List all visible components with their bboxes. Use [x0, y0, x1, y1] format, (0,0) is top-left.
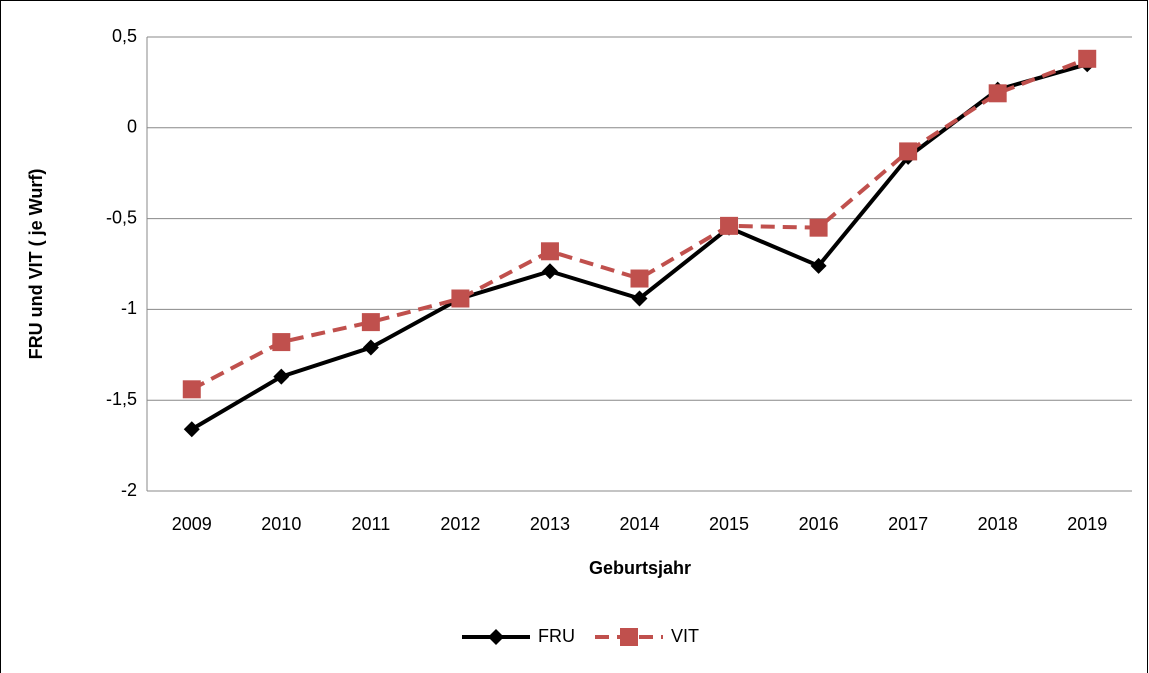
x-tick-label: 2011 — [352, 514, 391, 534]
x-tick-label: 2016 — [799, 514, 839, 534]
data-point — [720, 216, 739, 235]
legend-marker — [488, 629, 504, 645]
data-point — [541, 263, 558, 280]
x-tick-label: 2009 — [172, 514, 212, 534]
legend-label: VIT — [671, 626, 699, 646]
data-point — [272, 333, 291, 352]
x-tick-label: 2010 — [261, 514, 301, 534]
legend-label: FRU — [538, 626, 575, 646]
y-tick-label: -1,5 — [106, 389, 137, 409]
data-point — [1078, 49, 1097, 68]
x-tick-label: 2012 — [440, 514, 480, 534]
data-point — [988, 84, 1007, 103]
y-tick-label: -0,5 — [106, 207, 137, 227]
series-line — [190, 56, 1088, 392]
data-point — [810, 257, 827, 274]
data-point — [182, 380, 201, 399]
data-point — [361, 313, 380, 332]
y-tick-label: -1 — [121, 298, 137, 318]
x-tick-label: 2018 — [978, 514, 1018, 534]
data-point — [362, 339, 379, 356]
data-point — [183, 421, 200, 438]
data-point — [273, 368, 290, 385]
data-point — [630, 269, 649, 288]
x-axis-title: Geburtsjahr — [589, 558, 691, 578]
series-line — [190, 62, 1088, 431]
y-tick-label: 0,5 — [112, 26, 137, 46]
data-point — [631, 290, 648, 307]
data-point — [451, 289, 470, 308]
data-point — [540, 242, 559, 261]
legend-marker — [620, 628, 638, 646]
data-point — [899, 142, 918, 161]
data-point — [809, 218, 828, 237]
y-tick-label: -2 — [121, 480, 137, 500]
y-tick-label: 0 — [127, 117, 137, 137]
y-axis-title: FRU und VIT ( je Wurf) — [26, 169, 46, 360]
x-tick-label: 2013 — [530, 514, 570, 534]
x-tick-label: 2019 — [1067, 514, 1107, 534]
x-tick-label: 2015 — [709, 514, 749, 534]
x-tick-label: 2017 — [888, 514, 928, 534]
x-tick-label: 2014 — [619, 514, 659, 534]
